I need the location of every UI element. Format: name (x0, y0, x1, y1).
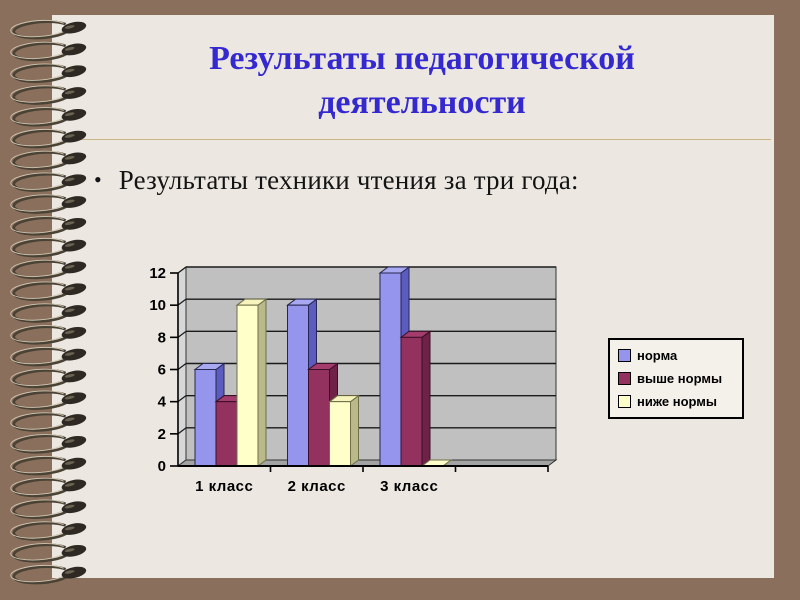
legend-swatch (618, 349, 631, 362)
bar-front-face (287, 304, 309, 467)
bar-front-face (308, 369, 330, 467)
bullet-item: • Результаты техники чтения за три года: (94, 165, 734, 196)
bullet-marker: • (94, 167, 102, 192)
slide-title: Результаты педагогической деятельности (112, 37, 732, 125)
y-axis-label: 2 (158, 426, 166, 443)
notebook-page: Результаты педагогической деятельности •… (52, 15, 774, 578)
gridline-wall-segment (177, 298, 187, 306)
bar-side-face (350, 394, 359, 467)
title-underline (74, 139, 771, 140)
y-axis-label: 12 (149, 265, 166, 282)
y-axis-label: 8 (158, 329, 166, 346)
gridline-wall-segment (177, 363, 187, 370)
bar-1-2 (399, 330, 432, 467)
legend-label: ниже нормы (637, 394, 718, 409)
y-axis-label: 6 (158, 362, 166, 379)
x-axis-label: 3 класс (380, 478, 438, 495)
bar-front-face (215, 401, 238, 467)
y-axis-label: 4 (158, 394, 167, 411)
bar-chart-3d: 0 2 4 6 8 10 12 1 класс 2 класс 3 класс (149, 265, 558, 495)
legend-item: норма (618, 348, 736, 363)
legend-item: ниже нормы (618, 394, 736, 409)
gridline-wall-segment (177, 395, 187, 403)
bar-front-face (329, 401, 351, 467)
bar-2-1 (328, 394, 360, 467)
bar-front-face (194, 369, 217, 467)
gridline-wall-segment (177, 266, 187, 274)
legend-label: выше нормы (637, 371, 723, 386)
legend-item: выше нормы (618, 371, 736, 386)
y-axis-label: 0 (158, 458, 166, 475)
x-axis-label: 2 класс (288, 478, 346, 495)
bar-side-face (421, 330, 431, 467)
bar-2-0 (235, 298, 268, 467)
gridline-wall-segment (177, 330, 187, 338)
slide-title-line2: деятельности (318, 84, 526, 121)
y-axis-label: 10 (149, 297, 166, 314)
bullet-text: Результаты техники чтения за три года: (118, 165, 579, 195)
legend-swatch (618, 372, 631, 385)
bar-front-face (400, 336, 423, 467)
chart-legend: норма выше нормы ниже нормы (608, 338, 744, 419)
bar-front-face (379, 272, 402, 467)
bar-front-face (236, 304, 259, 467)
bar-side-face (257, 298, 267, 467)
x-axis-label: 1 класс (195, 478, 253, 495)
gridline-wall-segment (177, 427, 187, 435)
legend-label: норма (637, 348, 678, 363)
slide-title-line1: Результаты педагогической (209, 40, 635, 77)
legend-swatch (618, 395, 631, 408)
